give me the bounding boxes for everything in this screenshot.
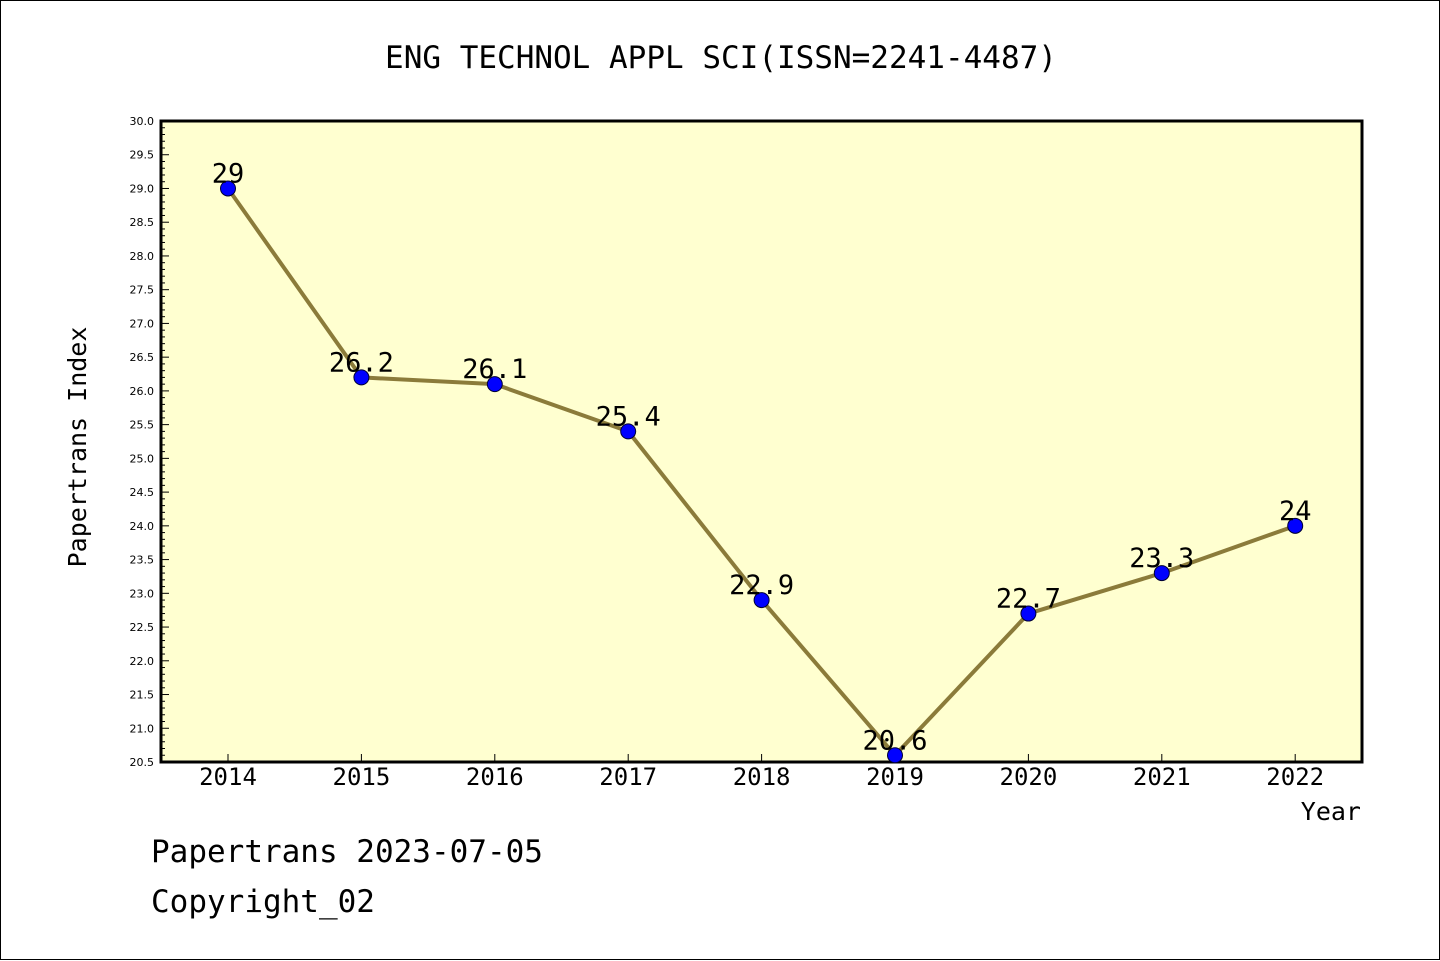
y-tick-label: 23.5 <box>130 554 155 567</box>
x-tick-label: 2016 <box>466 763 524 791</box>
data-point <box>1287 517 1304 534</box>
x-tick-label: 2017 <box>599 763 657 791</box>
data-label: 23.3 <box>1129 543 1194 574</box>
x-axis-label: Year <box>1301 797 1361 826</box>
y-axis-label: Papertrans Index <box>63 327 92 568</box>
y-axis-ticks: 20.5 21.0 21.5 22.0 22.5 23.0 23.5 24.0 24.5 25.0… <box>130 115 169 769</box>
data-point <box>1153 565 1170 582</box>
data-point <box>1020 605 1037 622</box>
plot-area <box>159 119 1364 764</box>
x-tick-label: 2022 <box>1266 763 1324 791</box>
y-tick-label: 22.5 <box>130 621 155 634</box>
data-point <box>887 747 903 764</box>
data-point <box>753 592 770 609</box>
data-label: 24 <box>1279 496 1312 527</box>
data-point <box>353 369 370 386</box>
footer-copyright-line: Copyright_02 <box>151 884 375 920</box>
y-tick-label: 26.0 <box>130 385 155 398</box>
y-tick-label: 27.0 <box>130 317 155 330</box>
y-tick-label: 24.5 <box>130 486 155 499</box>
y-tick-label: 25.0 <box>130 452 155 465</box>
x-tick-label: 2020 <box>1000 763 1058 791</box>
chart-title: ENG TECHNOL APPL SCI(ISSN=2241-4487) <box>385 40 1057 76</box>
x-tick-label: 2014 <box>199 763 257 791</box>
footer-date-line: Papertrans 2023-07-05 <box>151 834 543 870</box>
y-tick-label: 29.0 <box>130 182 155 195</box>
y-tick-label: 22.0 <box>130 655 155 668</box>
data-point <box>220 180 236 197</box>
y-tick-label: 28.5 <box>130 216 155 229</box>
y-tick-label: 25.5 <box>130 419 155 432</box>
data-label: 22.9 <box>729 570 794 601</box>
y-tick-label: 30.0 <box>130 115 155 128</box>
y-tick-label: 20.5 <box>130 756 155 769</box>
x-tick-label: 2021 <box>1133 763 1191 791</box>
data-label: 20.6 <box>862 725 927 756</box>
x-tick-label: 2015 <box>333 763 391 791</box>
x-axis-ticks: 2014 2015 2016 2017 2018 2019 2020 2021 2022 <box>199 754 1324 791</box>
y-tick-label: 28.0 <box>130 250 155 263</box>
series-group: 29 26.2 26.1 25.4 22.9 20.6 22.7 23.3 24 <box>212 158 1312 764</box>
data-label: 29 <box>212 158 245 189</box>
y-tick-label: 21.5 <box>130 689 155 702</box>
x-tick-label: 2018 <box>733 763 791 791</box>
data-point <box>620 423 637 440</box>
data-label: 22.7 <box>996 584 1061 615</box>
y-tick-label: 27.5 <box>130 284 155 297</box>
x-tick-label: 2019 <box>866 763 924 791</box>
y-tick-label: 29.5 <box>130 149 155 162</box>
y-tick-label: 21.0 <box>130 722 155 735</box>
y-tick-label: 24.0 <box>130 520 155 533</box>
data-label: 26.2 <box>329 347 394 378</box>
data-label: 26.1 <box>462 354 527 385</box>
y-tick-label: 23.0 <box>130 587 155 600</box>
y-tick-label: 26.5 <box>130 351 155 364</box>
data-label: 25.4 <box>596 401 661 432</box>
data-point <box>486 376 503 393</box>
